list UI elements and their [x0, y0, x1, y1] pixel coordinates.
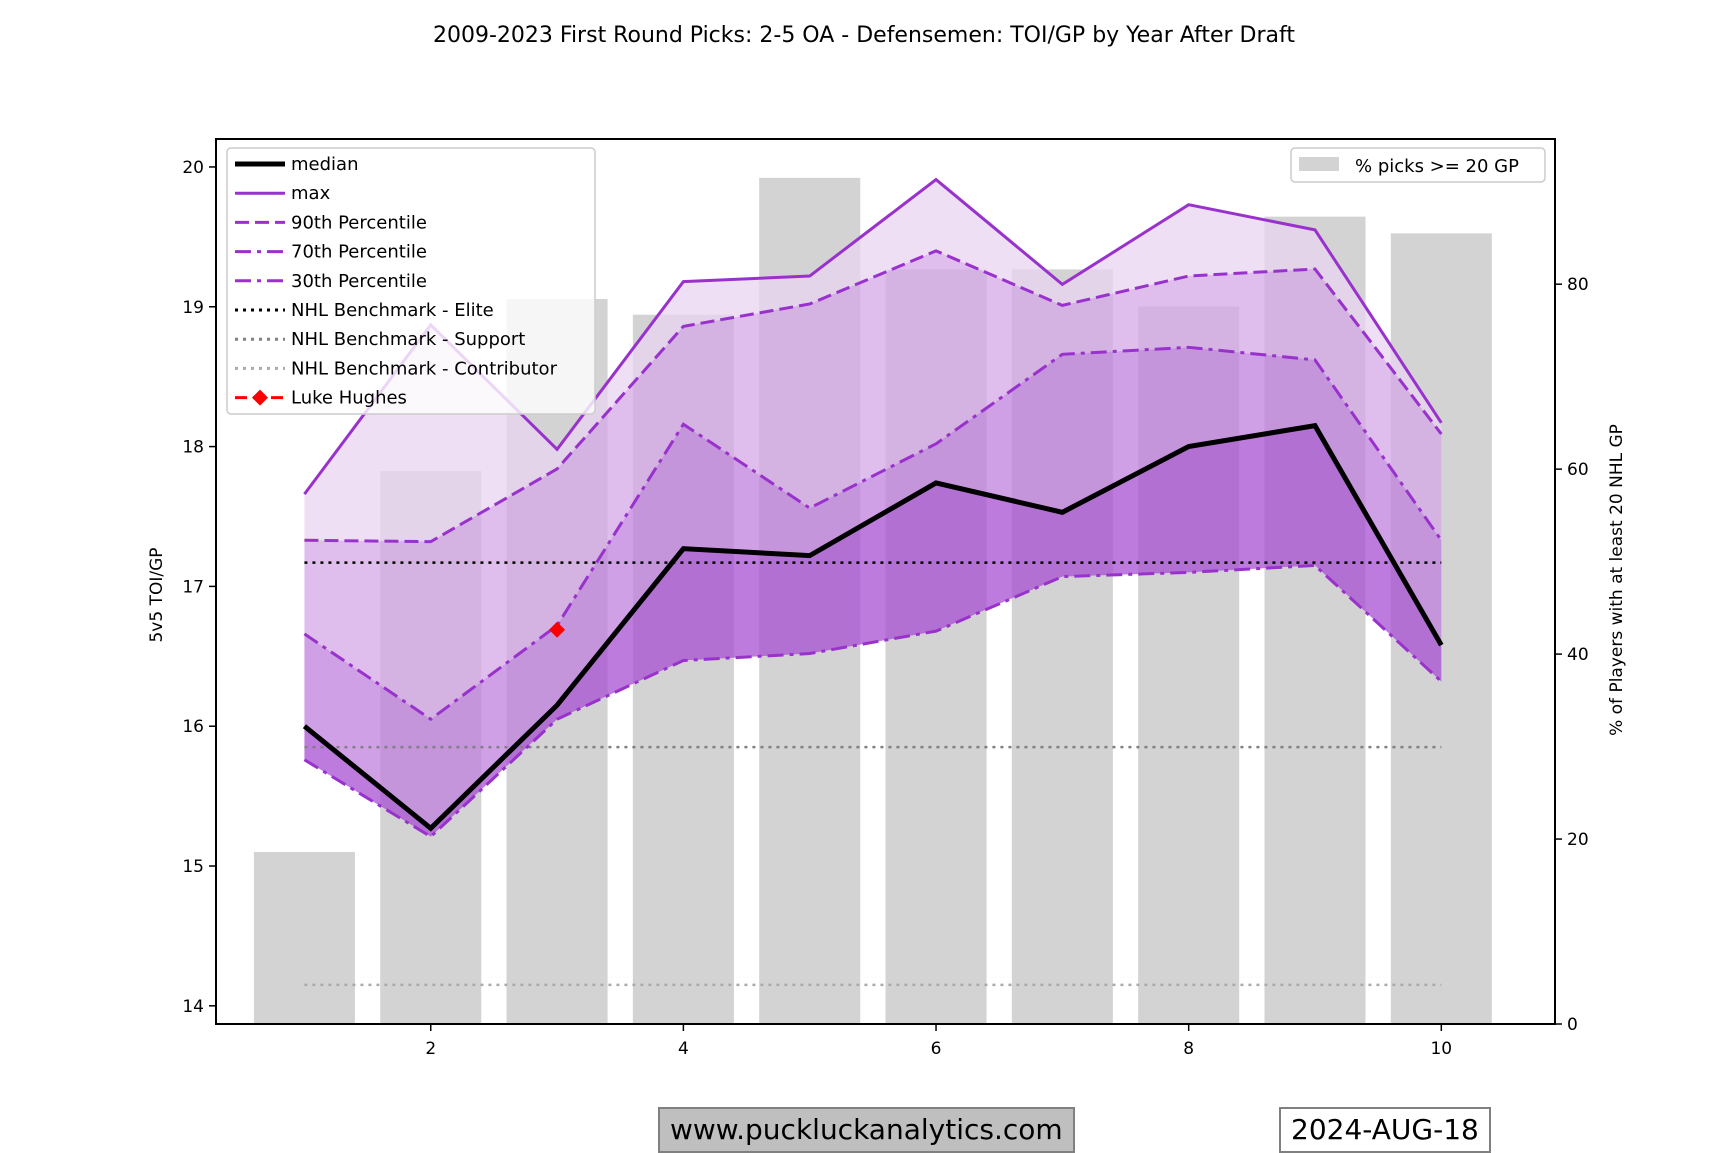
date-label: 2024-AUG-18 — [1279, 1107, 1491, 1153]
x-tick-label: 2 — [425, 1039, 436, 1059]
y2-tick-label: 80 — [1567, 275, 1589, 295]
legend-label: Luke Hughes — [291, 388, 407, 409]
plot-frame — [215, 138, 1556, 1025]
legend-label: NHL Benchmark - Elite — [291, 300, 494, 321]
legend-item: NHL Benchmark - Support — [235, 329, 525, 350]
legend-item: 90th Percentile — [235, 212, 427, 233]
y2-tick-label: 60 — [1567, 460, 1589, 480]
legend-label: median — [291, 154, 358, 175]
legend-label: NHL Benchmark - Contributor — [291, 358, 558, 379]
x-tick-label: 4 — [678, 1039, 689, 1059]
legend-label: 90th Percentile — [291, 212, 427, 233]
website-label: www.puckluckanalytics.com — [658, 1107, 1075, 1153]
y-tick-label: 19 — [182, 298, 204, 318]
y-tick-label: 14 — [182, 997, 204, 1017]
legend-label: max — [291, 183, 331, 204]
legend2-swatch — [1299, 157, 1339, 171]
y2-tick-label: 0 — [1567, 1015, 1578, 1035]
legend-item: max — [235, 183, 331, 204]
legend-box — [226, 147, 596, 415]
y-tick-label: 15 — [182, 857, 204, 877]
band-fill-2 — [304, 347, 1442, 829]
series-line-median — [302, 422, 1444, 832]
legend-item: median — [235, 154, 358, 175]
series-line-30th-percentile — [303, 563, 1443, 839]
legend-item: NHL Benchmark - Elite — [235, 300, 494, 321]
series-line-70th-percentile — [303, 345, 1443, 722]
legend2-box — [1290, 147, 1546, 183]
legend2-label: % picks >= 20 GP — [1355, 156, 1519, 177]
legend-diamond-icon — [252, 389, 268, 406]
legend-item: 70th Percentile — [235, 242, 427, 263]
y2-tick-label: 40 — [1567, 645, 1589, 665]
legend-label: 30th Percentile — [291, 271, 427, 292]
y-axis-label: 5v5 TOI/GP — [147, 547, 167, 642]
x-tick-label: 6 — [931, 1039, 942, 1059]
luke-hughes-marker — [549, 621, 566, 638]
band-fill-3 — [304, 425, 1442, 837]
x-tick-label: 10 — [1430, 1039, 1452, 1059]
band-fill-0 — [304, 179, 1442, 542]
y-tick-label: 16 — [182, 717, 204, 737]
legend-label: NHL Benchmark - Support — [291, 329, 525, 350]
x-tick-label: 8 — [1183, 1039, 1194, 1059]
legend-label: 70th Percentile — [291, 242, 427, 263]
legend-item: NHL Benchmark - Contributor — [235, 358, 558, 379]
bar-year-1 — [253, 851, 355, 1024]
y2-tick-label: 20 — [1567, 830, 1589, 850]
legend-item: 30th Percentile — [235, 271, 427, 292]
legend-item: Luke Hughes — [235, 388, 407, 409]
y2-axis-label: % of Players with at least 20 NHL GP — [1607, 424, 1627, 736]
y-tick-label: 20 — [182, 158, 204, 178]
y-tick-label: 18 — [182, 438, 204, 458]
y-tick-label: 17 — [182, 577, 204, 597]
chart-title: 2009-2023 First Round Picks: 2-5 OA - De… — [433, 23, 1295, 48]
